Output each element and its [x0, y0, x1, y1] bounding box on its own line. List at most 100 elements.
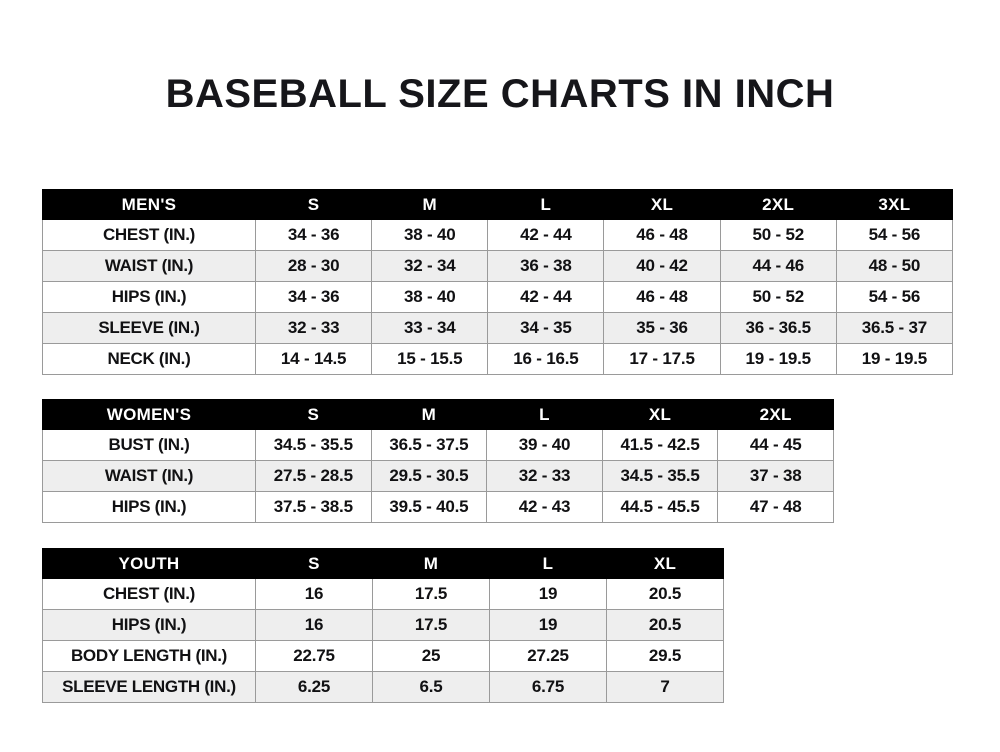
measurement-cell: 20.5: [606, 578, 724, 610]
table-row: CHEST (IN.) 16 17.5 19 20.5: [42, 578, 724, 610]
measurement-cell: 38 - 40: [371, 219, 489, 251]
measurement-cell: 54 - 56: [835, 281, 954, 313]
measurement-cell: 34.5 - 35.5: [601, 460, 719, 492]
column-header-m: M: [371, 189, 489, 220]
table-header-row: MEN'S S M L XL 2XL 3XL: [42, 189, 954, 220]
youth-table-body: CHEST (IN.) 16 17.5 19 20.5 HIPS (IN.) 16 17.5 1…: [42, 578, 724, 703]
measurement-cell: 7: [606, 671, 724, 703]
row-label: SLEEVE (IN.): [42, 312, 256, 344]
measurement-cell: 47 - 48: [717, 491, 834, 523]
measurement-cell: 41.5 - 42.5: [601, 429, 719, 461]
measurement-cell: 27.5 - 28.5: [255, 460, 372, 492]
column-header-2xl: 2XL: [717, 399, 834, 430]
measurement-cell: 32 - 33: [254, 312, 373, 344]
row-label: BODY LENGTH (IN.): [42, 640, 256, 672]
mens-table-body: CHEST (IN.) 34 - 36 38 - 40 42 - 44 46 - 48 5…: [42, 219, 954, 375]
measurement-cell: 14 - 14.5: [254, 343, 373, 375]
measurement-cell: 42 - 43: [486, 491, 603, 523]
column-header-s: S: [254, 189, 373, 220]
youth-size-table: YOUTH S M L XL CHEST (IN.) 16 17.5 19 20.5 HIPS (…: [42, 548, 724, 703]
measurement-cell: 6.75: [489, 671, 607, 703]
column-header-l: L: [487, 189, 605, 220]
measurement-cell: 34 - 36: [254, 281, 373, 313]
measurement-cell: 46 - 48: [603, 219, 721, 251]
measurement-cell: 54 - 56: [835, 219, 954, 251]
youth-table-title: YOUTH: [42, 548, 256, 579]
table-row: HIPS (IN.) 34 - 36 38 - 40 42 - 44 46 - 48 50…: [42, 281, 954, 313]
mens-table-title: MEN'S: [42, 189, 256, 220]
measurement-cell: 19 - 19.5: [719, 343, 837, 375]
measurement-cell: 33 - 34: [371, 312, 489, 344]
measurement-cell: 29.5: [606, 640, 724, 672]
measurement-cell: 29.5 - 30.5: [370, 460, 488, 492]
measurement-cell: 22.75: [255, 640, 373, 672]
table-row: HIPS (IN.) 37.5 - 38.5 39.5 - 40.5 42 - 43 4…: [42, 491, 834, 523]
measurement-cell: 38 - 40: [371, 281, 489, 313]
measurement-cell: 16: [255, 578, 373, 610]
youth-table-head: YOUTH S M L XL: [42, 548, 724, 579]
column-header-l: L: [486, 399, 603, 430]
measurement-cell: 46 - 48: [603, 281, 721, 313]
measurement-cell: 34 - 36: [254, 219, 373, 251]
measurement-cell: 19: [489, 578, 607, 610]
measurement-cell: 16 - 16.5: [487, 343, 605, 375]
measurement-cell: 28 - 30: [254, 250, 373, 282]
column-header-m: M: [370, 399, 488, 430]
row-label: NECK (IN.): [42, 343, 256, 375]
table-row: CHEST (IN.) 34 - 36 38 - 40 42 - 44 46 - 48 5…: [42, 219, 954, 251]
measurement-cell: 17.5: [372, 578, 490, 610]
measurement-cell: 15 - 15.5: [371, 343, 489, 375]
measurement-cell: 39.5 - 40.5: [370, 491, 488, 523]
row-label: HIPS (IN.): [42, 281, 256, 313]
mens-table-head: MEN'S S M L XL 2XL 3XL: [42, 189, 954, 220]
measurement-cell: 50 - 52: [719, 219, 837, 251]
measurement-cell: 37 - 38: [717, 460, 834, 492]
table-row: WAIST (IN.) 27.5 - 28.5 29.5 - 30.5 32 - 33…: [42, 460, 834, 492]
measurement-cell: 25: [372, 640, 490, 672]
table-row: BUST (IN.) 34.5 - 35.5 36.5 - 37.5 39 - 40 4…: [42, 429, 834, 461]
measurement-cell: 16: [255, 609, 373, 641]
measurement-cell: 40 - 42: [603, 250, 721, 282]
measurement-cell: 17 - 17.5: [603, 343, 721, 375]
measurement-cell: 34.5 - 35.5: [255, 429, 372, 461]
measurement-cell: 44 - 45: [717, 429, 834, 461]
row-label: WAIST (IN.): [42, 250, 256, 282]
page-title: BASEBALL SIZE CHARTS IN INCH: [165, 72, 835, 116]
row-label: HIPS (IN.): [42, 609, 256, 641]
measurement-cell: 36.5 - 37: [835, 312, 954, 344]
column-header-3xl: 3XL: [835, 189, 954, 220]
row-label: SLEEVE LENGTH (IN.): [42, 671, 256, 703]
measurement-cell: 39 - 40: [486, 429, 603, 461]
measurement-cell: 6.25: [255, 671, 373, 703]
measurement-cell: 32 - 33: [486, 460, 603, 492]
measurement-cell: 44 - 46: [719, 250, 837, 282]
measurement-cell: 37.5 - 38.5: [255, 491, 372, 523]
table-row: SLEEVE (IN.) 32 - 33 33 - 34 34 - 35 35 - 36…: [42, 312, 954, 344]
column-header-xl: XL: [601, 399, 719, 430]
measurement-cell: 36 - 36.5: [719, 312, 837, 344]
measurement-cell: 36 - 38: [487, 250, 605, 282]
table-header-row: YOUTH S M L XL: [42, 548, 724, 579]
measurement-cell: 34 - 35: [487, 312, 605, 344]
womens-table-body: BUST (IN.) 34.5 - 35.5 36.5 - 37.5 39 - 40 4…: [42, 429, 834, 523]
table-header-row: WOMEN'S S M L XL 2XL: [42, 399, 834, 430]
column-header-xl: XL: [606, 548, 724, 579]
measurement-cell: 48 - 50: [835, 250, 954, 282]
measurement-cell: 44.5 - 45.5: [601, 491, 719, 523]
column-header-l: L: [489, 548, 607, 579]
measurement-cell: 36.5 - 37.5: [370, 429, 488, 461]
womens-size-table: WOMEN'S S M L XL 2XL BUST (IN.) 34.5 - 35.5 36.…: [42, 399, 834, 523]
table-row: HIPS (IN.) 16 17.5 19 20.5: [42, 609, 724, 641]
womens-table-title: WOMEN'S: [42, 399, 256, 430]
column-header-xl: XL: [603, 189, 721, 220]
table-row: NECK (IN.) 14 - 14.5 15 - 15.5 16 - 16.5 17 …: [42, 343, 954, 375]
womens-table-head: WOMEN'S S M L XL 2XL: [42, 399, 834, 430]
measurement-cell: 42 - 44: [487, 219, 605, 251]
measurement-cell: 32 - 34: [371, 250, 489, 282]
measurement-cell: 27.25: [489, 640, 607, 672]
column-header-s: S: [255, 399, 372, 430]
mens-size-table: MEN'S S M L XL 2XL 3XL CHEST (IN.) 34 - 36 38 - …: [42, 189, 954, 375]
measurement-cell: 19 - 19.5: [835, 343, 954, 375]
column-header-2xl: 2XL: [719, 189, 837, 220]
